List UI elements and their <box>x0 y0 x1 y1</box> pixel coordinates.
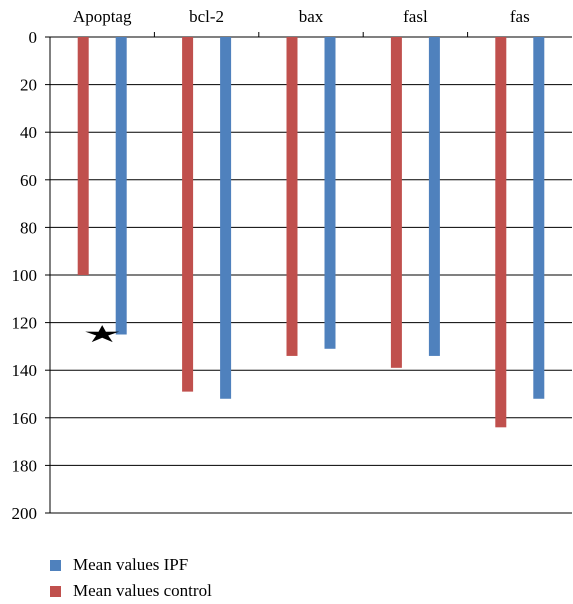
bar <box>533 37 545 399</box>
bar <box>77 37 89 275</box>
bar <box>428 37 440 356</box>
chart: 0 20 40 60 80 100 120 140 160 180 200 Apoptag bcl-2… <box>12 7 572 523</box>
category-label: bcl-2 <box>189 7 224 26</box>
bar <box>286 37 298 356</box>
legend-item-control: Mean values control <box>50 578 212 604</box>
y-tick-label: 160 <box>12 409 38 428</box>
y-tick-label: 40 <box>20 123 37 142</box>
y-tick-label: 100 <box>12 266 38 285</box>
bar <box>220 37 232 399</box>
bar <box>182 37 194 392</box>
y-axis-ticks: 0 20 40 60 80 100 120 140 160 180 200 <box>12 28 38 523</box>
star-icon <box>85 325 120 343</box>
gridlines <box>45 32 572 514</box>
legend-item-ipf: Mean values IPF <box>50 552 212 578</box>
legend-label-control: Mean values control <box>73 581 212 600</box>
y-tick-label: 120 <box>12 314 38 333</box>
y-tick-label: 60 <box>20 171 37 190</box>
y-tick-label: 80 <box>20 218 37 237</box>
legend-label-ipf: Mean values IPF <box>73 555 189 574</box>
legend-swatch-control <box>50 585 61 597</box>
category-label: fasl <box>403 7 428 26</box>
y-tick-label: 180 <box>12 456 38 475</box>
y-tick-label: 200 <box>12 504 38 523</box>
category-label: fas <box>510 7 530 26</box>
bar <box>324 37 336 349</box>
bar <box>390 37 402 368</box>
y-tick-label: 140 <box>12 361 38 380</box>
annotations <box>85 325 120 343</box>
bar <box>495 37 507 428</box>
legend: Mean values IPF Mean values control <box>50 552 212 604</box>
category-label: Apoptag <box>73 7 132 26</box>
category-labels: Apoptag bcl-2 bax fasl fas <box>73 7 530 26</box>
category-label: bax <box>299 7 324 26</box>
y-tick-label: 20 <box>20 76 37 95</box>
legend-swatch-ipf <box>50 559 61 571</box>
bars <box>77 37 545 428</box>
y-tick-label: 0 <box>29 28 38 47</box>
bar <box>115 37 127 335</box>
